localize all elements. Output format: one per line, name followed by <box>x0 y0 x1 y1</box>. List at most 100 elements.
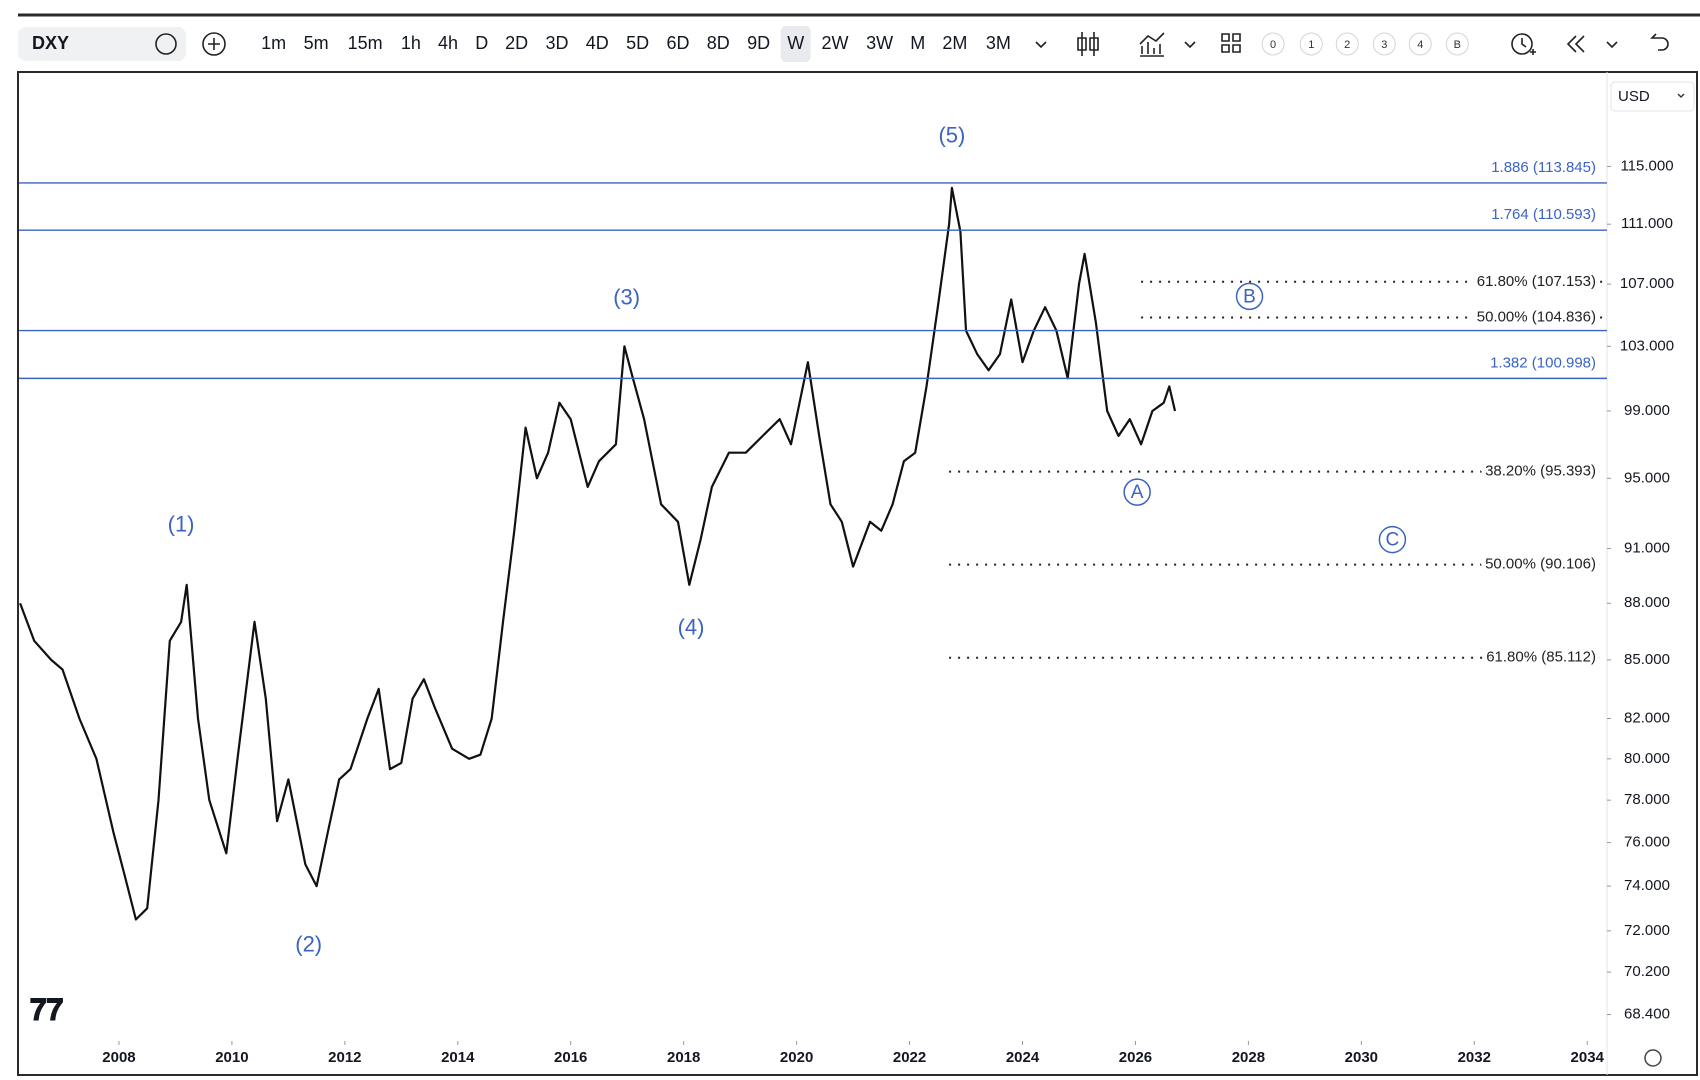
interval-button[interactable]: 5m <box>304 33 329 53</box>
symbol[interactable]: DXY <box>32 33 69 53</box>
y-tick-label: 70.200 <box>1624 963 1670 980</box>
undo-icon[interactable] <box>1650 33 1669 51</box>
fib-extension-label: 1.764 (110.593) <box>1491 206 1596 223</box>
x-tick-label: 2010 <box>215 1049 248 1066</box>
alert-plus <box>1521 38 1536 55</box>
x-tick-label: 2022 <box>893 1049 926 1066</box>
y-tick-label: 68.400 <box>1624 1006 1670 1023</box>
interval-button[interactable]: 4D <box>586 33 609 53</box>
wave-label: (5) <box>938 122 965 147</box>
count-label[interactable]: 2 <box>1344 39 1350 51</box>
fib-extension-label: 1.886 (113.845) <box>1491 159 1596 176</box>
currency-dropdown[interactable] <box>1677 93 1685 98</box>
wave-circle <box>1235 282 1264 311</box>
y-tick-label: 99.000 <box>1624 402 1670 419</box>
fib-retracement-label: 61.80% (85.112) <box>1486 649 1596 666</box>
currency-box[interactable] <box>1610 81 1695 112</box>
fib-retracement-label: 50.00% (104.836) <box>1477 308 1596 325</box>
tradingview-logo: 𝟕𝟕 <box>30 994 64 1027</box>
count-badge[interactable] <box>1372 32 1396 56</box>
fib-extension-label: 1.382 (100.998) <box>1490 354 1596 371</box>
interval-button[interactable]: W <box>787 33 804 53</box>
x-tick-label: 2034 <box>1571 1049 1605 1066</box>
replay-dropdown[interactable] <box>1606 41 1618 49</box>
y-tick-label: 88.000 <box>1624 594 1670 611</box>
intervals-dropdown[interactable] <box>1035 41 1047 49</box>
interval-button[interactable]: 5D <box>626 33 649 53</box>
chart-frame <box>17 71 1698 1076</box>
interval-button[interactable]: 15m <box>348 33 383 53</box>
y-tick-label: 76.000 <box>1624 834 1670 851</box>
layout-icon[interactable] <box>1221 33 1241 53</box>
wave-circle <box>1123 478 1151 506</box>
x-tick-label: 2018 <box>667 1049 700 1066</box>
count-label[interactable]: 4 <box>1417 39 1423 51</box>
x-tick-label: 2020 <box>780 1049 813 1066</box>
interval-button[interactable]: 3D <box>545 33 568 53</box>
count-badge[interactable] <box>1261 32 1285 56</box>
wave-label: A <box>1131 482 1144 503</box>
interval-button[interactable]: D <box>475 33 488 53</box>
count-badge[interactable] <box>1408 32 1432 56</box>
wave-label: (1) <box>168 511 195 536</box>
count-badge[interactable] <box>1299 32 1323 56</box>
y-tick-label: 80.000 <box>1624 750 1670 767</box>
interval-active-bg <box>780 26 811 62</box>
alert-icon[interactable] <box>1511 33 1533 55</box>
settings-icon[interactable] <box>1644 1049 1662 1067</box>
symbol-favorite-icon[interactable] <box>155 33 177 55</box>
compare-plus <box>208 38 220 50</box>
interval-button[interactable]: 2M <box>942 33 967 53</box>
plot <box>19 186 1177 921</box>
y-tick-label: 95.000 <box>1624 469 1670 486</box>
y-tick-label: 115.000 <box>1620 157 1673 174</box>
price-line <box>19 186 1177 921</box>
count-label[interactable]: 0 <box>1270 39 1276 51</box>
y-tick-label: 107.000 <box>1620 275 1674 292</box>
interval-button[interactable]: M <box>910 33 925 53</box>
currency[interactable]: USD <box>1618 88 1650 105</box>
indicators-icon[interactable] <box>1139 32 1165 57</box>
x-tick-label: 2028 <box>1232 1049 1265 1066</box>
symbol-box[interactable] <box>18 27 186 61</box>
y-tick-label: 72.000 <box>1624 922 1670 939</box>
fib-retracement-label: 50.00% (90.106) <box>1485 556 1596 573</box>
count-label[interactable]: B <box>1454 39 1461 51</box>
interval-button[interactable]: 1m <box>261 33 286 53</box>
interval-button[interactable]: 1h <box>401 33 421 53</box>
y-tick-label: 103.000 <box>1620 337 1674 354</box>
wave-label: (3) <box>613 285 640 310</box>
interval-button[interactable]: 6D <box>666 33 689 53</box>
x-tick-label: 2030 <box>1345 1049 1378 1066</box>
x-tick-label: 2016 <box>554 1049 587 1066</box>
count-badge[interactable] <box>1335 32 1359 56</box>
interval-button[interactable]: 3W <box>866 33 893 53</box>
count-label[interactable]: 3 <box>1381 39 1387 51</box>
count-label[interactable]: 1 <box>1308 39 1314 51</box>
x-tick-label: 2014 <box>441 1049 475 1066</box>
interval-button[interactable]: 4h <box>438 33 458 53</box>
x-tick-label: 2032 <box>1458 1049 1491 1066</box>
compare-icon[interactable] <box>202 32 226 56</box>
x-tick-label: 2012 <box>328 1049 361 1066</box>
x-tick-label: 2008 <box>102 1049 135 1066</box>
interval-button[interactable]: 8D <box>707 33 730 53</box>
y-tick-label: 111.000 <box>1621 215 1673 232</box>
interval-button[interactable]: 2W <box>821 33 848 53</box>
interval-button[interactable]: 9D <box>747 33 770 53</box>
y-tick-label: 91.000 <box>1624 539 1670 556</box>
wave-label: (4) <box>678 614 705 639</box>
interval-button[interactable]: 3M <box>986 33 1011 53</box>
y-tick-label: 78.000 <box>1624 791 1670 808</box>
indicators-dropdown[interactable] <box>1184 41 1196 49</box>
y-tick-label: 82.000 <box>1624 709 1670 726</box>
fib-retracement-label: 61.80% (107.153) <box>1477 273 1596 290</box>
wave-label: (2) <box>295 931 322 956</box>
bar-type-icon[interactable] <box>1077 32 1099 56</box>
replay-icon[interactable] <box>1566 35 1585 53</box>
interval-button[interactable]: 2D <box>505 33 528 53</box>
count-badge[interactable] <box>1445 32 1469 56</box>
fib-retracement-label: 38.20% (95.393) <box>1485 463 1596 480</box>
